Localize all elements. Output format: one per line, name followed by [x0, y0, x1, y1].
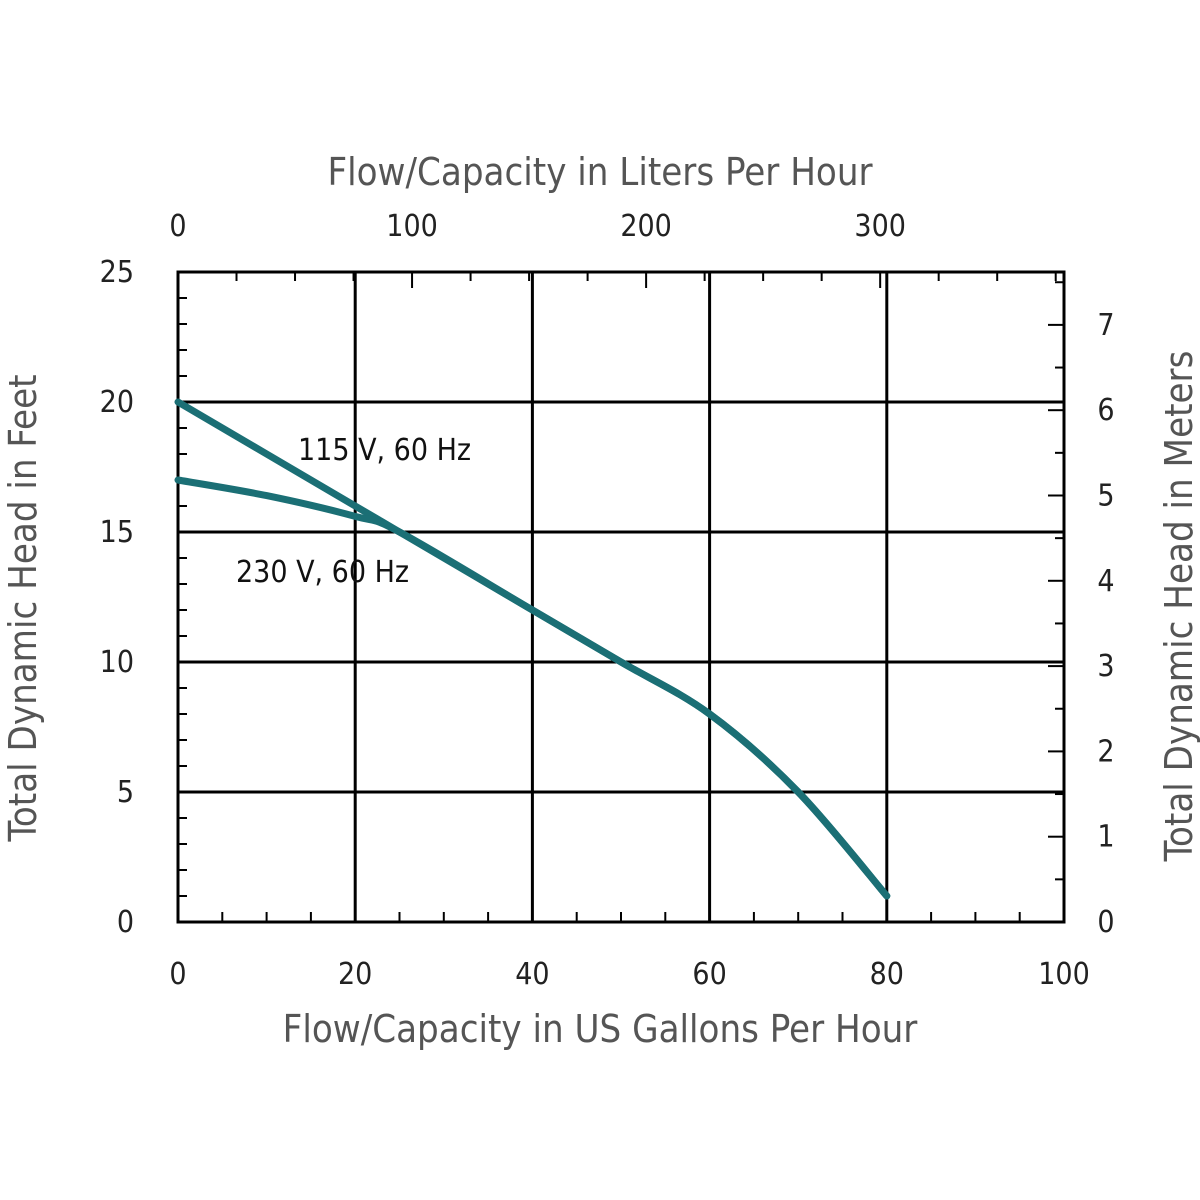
y-right-tick-label-4: 4	[1097, 564, 1114, 599]
y-tick-label-25: 25	[100, 255, 134, 290]
x-top-tick-label-300: 300	[854, 209, 906, 244]
right-axis-title: Total Dynamic Head in Meters	[1157, 351, 1200, 863]
top-axis-title: Flow/Capacity in Liters Per Hour	[327, 150, 873, 194]
plot-frame	[176, 270, 1066, 924]
y-right-tick-label-5: 5	[1097, 478, 1114, 513]
y-right-tick-label-6: 6	[1097, 393, 1114, 428]
x-tick-label-80: 80	[870, 957, 904, 992]
grid-lines	[178, 272, 1064, 922]
y-tick-label-10: 10	[100, 645, 134, 680]
series-label-115v: 115 V, 60 Hz	[298, 433, 471, 468]
y-tick-label-5: 5	[117, 775, 134, 810]
bottom-axis-title: Flow/Capacity in US Gallons Per Hour	[283, 1007, 919, 1051]
y-right-tick-label-7: 7	[1097, 308, 1114, 343]
left-axis-title: Total Dynamic Head in Feet	[1, 374, 45, 842]
x-top-tick-label-0: 0	[169, 209, 186, 244]
minor-tick-marks	[178, 272, 1064, 922]
performance-curves	[174, 398, 891, 900]
x-tick-label-60: 60	[692, 957, 726, 992]
y-right-tick-label-0: 0	[1097, 905, 1114, 940]
y-right-tick-label-2: 2	[1097, 734, 1114, 769]
series-line-1	[174, 476, 891, 900]
x-tick-label-100: 100	[1038, 957, 1090, 992]
y-right-tick-label-3: 3	[1097, 649, 1114, 684]
y-tick-label-0: 0	[117, 905, 134, 940]
y-tick-label-20: 20	[100, 385, 134, 420]
x-tick-label-20: 20	[338, 957, 372, 992]
y-right-tick-label-1: 1	[1097, 820, 1114, 855]
x-top-tick-label-200: 200	[620, 209, 672, 244]
x-top-tick-label-100: 100	[386, 209, 438, 244]
y-tick-label-15: 15	[100, 515, 134, 550]
series-label-230v: 230 V, 60 Hz	[236, 555, 409, 590]
x-tick-label-0: 0	[169, 957, 186, 992]
x-tick-label-40: 40	[515, 957, 549, 992]
